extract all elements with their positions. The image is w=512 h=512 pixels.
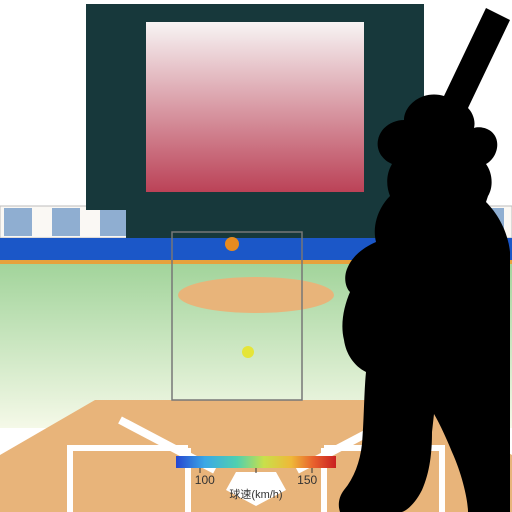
legend-label: 球速(km/h) [229,487,282,501]
legend-tick-100: 100 [195,473,215,487]
pitch-marker [225,237,239,251]
legend-tick-150: 150 [297,473,317,487]
pitch-marker [242,346,254,358]
pitch-location-diagram: 100 150 球速(km/h) [0,0,512,512]
speed-legend-bar [176,456,336,468]
